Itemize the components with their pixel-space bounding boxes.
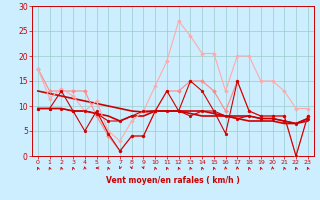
X-axis label: Vent moyen/en rafales ( km/h ): Vent moyen/en rafales ( km/h )	[106, 176, 240, 185]
